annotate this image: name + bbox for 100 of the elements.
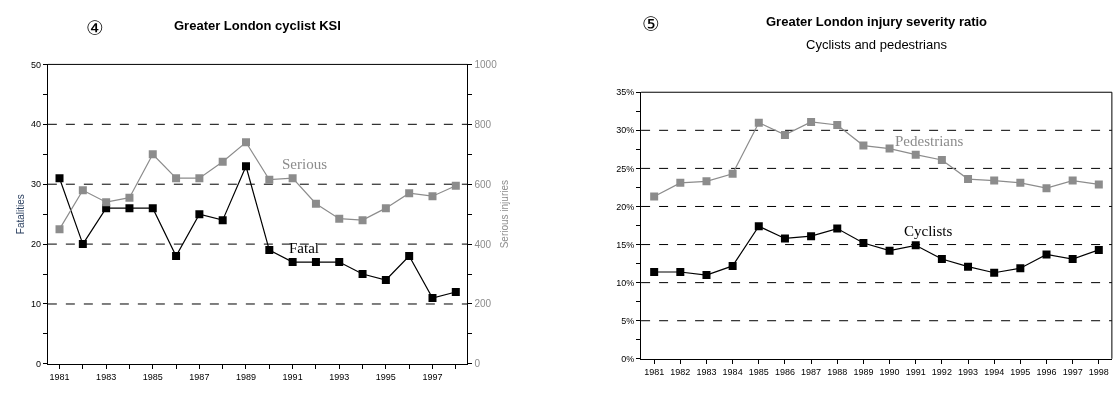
y-tick-label: 30% bbox=[616, 125, 635, 136]
x-tick-label: 1995 bbox=[1010, 366, 1031, 377]
point bbox=[242, 138, 250, 147]
point bbox=[990, 176, 999, 185]
y2-tick-label: 800 bbox=[474, 118, 492, 130]
x-tick-label: 1981 bbox=[49, 371, 70, 382]
point bbox=[859, 141, 868, 150]
series-label: Fatal bbox=[289, 240, 319, 256]
y-tick-label: 35% bbox=[616, 87, 635, 98]
y-tick-label: 20% bbox=[616, 201, 635, 212]
y-tick-label: 5% bbox=[621, 315, 635, 326]
point bbox=[218, 157, 227, 166]
point bbox=[335, 214, 344, 223]
y-tick-label: 40 bbox=[31, 119, 42, 130]
x-tick-label: 1998 bbox=[1088, 366, 1109, 377]
point bbox=[125, 193, 134, 202]
y2-tick-label: 1000 bbox=[474, 58, 498, 70]
point bbox=[1068, 255, 1077, 264]
point bbox=[311, 199, 320, 208]
y-tick-label: 30 bbox=[31, 179, 42, 190]
y-tick-label: 10 bbox=[31, 299, 42, 310]
series-label: Serious bbox=[282, 156, 328, 172]
y-tick-label: 0% bbox=[621, 353, 635, 364]
point bbox=[1094, 180, 1103, 189]
point bbox=[1042, 250, 1051, 259]
point bbox=[451, 181, 460, 190]
x-tick-label: 1987 bbox=[189, 371, 210, 382]
x-tick-label: 1985 bbox=[748, 366, 769, 377]
point bbox=[218, 216, 227, 225]
point bbox=[859, 239, 868, 248]
chart-title: Greater London injury severity ratio bbox=[766, 14, 988, 29]
point bbox=[728, 261, 737, 270]
point bbox=[1094, 245, 1103, 254]
point bbox=[964, 262, 973, 271]
point bbox=[148, 150, 157, 159]
point bbox=[242, 162, 250, 171]
point bbox=[55, 225, 64, 234]
point bbox=[911, 150, 920, 159]
point bbox=[676, 178, 685, 187]
x-tick-label: 1995 bbox=[375, 371, 396, 382]
point bbox=[381, 204, 390, 213]
x-tick-label: 1984 bbox=[722, 366, 743, 377]
point bbox=[1068, 176, 1077, 185]
x-tick-label: 1987 bbox=[801, 366, 822, 377]
point bbox=[172, 174, 181, 183]
y-axis-title: Fatalities bbox=[15, 194, 27, 235]
point bbox=[650, 192, 659, 201]
y-tick-label: 25% bbox=[616, 163, 635, 174]
point bbox=[358, 270, 367, 279]
chart-title: Greater London cyclist KSI bbox=[174, 18, 341, 33]
y2-tick-label: 400 bbox=[474, 238, 492, 250]
x-tick-label: 1981 bbox=[644, 366, 665, 377]
point bbox=[885, 246, 894, 255]
chart-subtitle: Cyclists and pedestrians bbox=[806, 37, 948, 52]
y-tick-label: 10% bbox=[616, 277, 635, 288]
point bbox=[311, 258, 320, 267]
point bbox=[405, 189, 414, 198]
y-tick-label: 15% bbox=[616, 239, 635, 250]
point bbox=[833, 224, 842, 233]
point bbox=[102, 198, 111, 207]
y-tick-label: 50 bbox=[31, 59, 42, 70]
x-tick-label: 1983 bbox=[96, 371, 117, 382]
point bbox=[702, 177, 711, 186]
point bbox=[1042, 184, 1051, 193]
point bbox=[885, 144, 894, 153]
point bbox=[780, 130, 789, 139]
x-tick-label: 1982 bbox=[670, 366, 691, 377]
point bbox=[911, 241, 920, 250]
point bbox=[55, 174, 64, 183]
x-tick-label: 1997 bbox=[422, 371, 443, 382]
point bbox=[937, 156, 946, 165]
point bbox=[265, 246, 274, 255]
point bbox=[428, 294, 437, 303]
point bbox=[195, 210, 204, 219]
point bbox=[148, 204, 157, 213]
point bbox=[702, 271, 711, 280]
x-tick-label: 1986 bbox=[774, 366, 795, 377]
point bbox=[1016, 178, 1025, 187]
series-label: Pedestrians bbox=[895, 133, 964, 149]
point bbox=[195, 174, 204, 183]
x-tick-label: 1993 bbox=[329, 371, 350, 382]
x-tick-label: 1997 bbox=[1062, 366, 1083, 377]
point bbox=[265, 175, 274, 184]
point bbox=[288, 174, 297, 183]
x-tick-label: 1994 bbox=[984, 366, 1005, 377]
point bbox=[964, 175, 973, 184]
x-tick-label: 1991 bbox=[282, 371, 303, 382]
x-tick-label: 1983 bbox=[696, 366, 717, 377]
x-tick-label: 1988 bbox=[827, 366, 848, 377]
point bbox=[78, 240, 87, 249]
text: ④ bbox=[86, 16, 104, 40]
point bbox=[381, 276, 390, 285]
point bbox=[650, 267, 659, 276]
point bbox=[807, 117, 816, 126]
point bbox=[172, 252, 181, 261]
point bbox=[807, 232, 816, 241]
y-tick-label: 0 bbox=[36, 359, 42, 370]
series-label: Cyclists bbox=[904, 223, 953, 239]
point bbox=[728, 169, 737, 178]
y-tick-label: 20 bbox=[31, 239, 42, 250]
